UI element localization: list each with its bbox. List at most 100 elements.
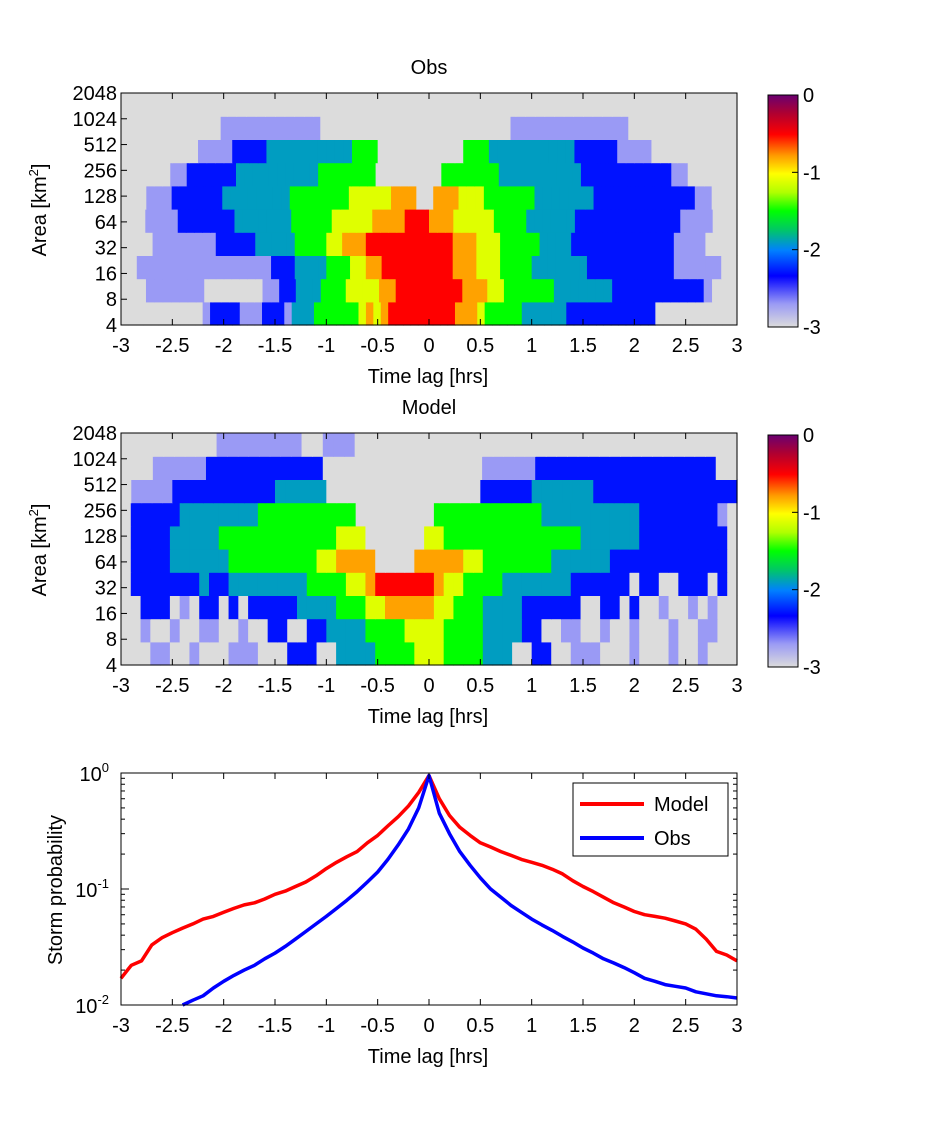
heatmap-cell [554,93,565,117]
heatmap-cell [531,162,541,187]
heatmap-cell [238,618,249,643]
heatmap-cell [658,595,670,620]
heatmap-cell [150,525,161,550]
heatmap-cell [688,209,698,233]
heatmap-cell [329,116,340,140]
heatmap-cell [658,618,670,643]
heatmap-cell [603,479,615,504]
heatmap-cell [129,209,138,233]
heatmap-cell [711,185,721,210]
colorbar-ticks: 0 -1 -2 -3 [792,85,821,339]
heatmap-cell [121,525,132,550]
heatmap-cell [694,433,706,457]
heatmap-cell [121,502,132,527]
heatmap-cell [639,618,650,643]
heatmap-cell [590,525,601,550]
heatmap-cell [506,93,517,117]
heatmap-cells [121,433,738,666]
heatmap-cell [228,572,239,596]
heatmap-cell [195,456,207,480]
heatmap-cell [552,479,564,504]
heatmap-cell [641,433,653,457]
heatmap-cell [580,502,591,527]
heatmap-cell [591,209,600,233]
heatmap-cell [121,595,132,620]
heatmap-cell [570,549,582,573]
heatmap-cell [163,456,175,480]
heatmap-cell [473,595,484,620]
y-axis-label-sup: 2 [26,169,41,176]
heatmap-cell [658,502,670,527]
heatmap-cell [677,185,687,210]
heatmap-cell [323,93,334,117]
heatmap-cell [658,232,667,256]
heatmap-cell [244,479,256,504]
heatmap-cell [239,255,248,280]
heatmap-cell [397,456,409,480]
heatmap-cell [294,93,305,117]
heatmap-cell [567,456,579,480]
heatmap-cell [586,232,596,256]
heatmap-cell [322,456,335,480]
heatmap-cell [345,278,355,303]
heatmap-cell [338,116,349,140]
heatmap-cell [665,255,675,280]
heatmap-cell [424,549,435,573]
heatmap-cell [501,116,512,140]
heatmap-cell [250,209,260,233]
heatmap-cell [297,618,308,643]
heatmap-cell [306,641,318,666]
heatmap-cell [526,185,536,210]
heatmap-cell [678,525,689,550]
heatmap-cell [189,139,199,164]
heatmap-cell [482,502,494,527]
heatmap-cell [315,209,325,233]
heatmap-cell [658,549,670,573]
heatmap-cell [355,595,367,620]
heatmap-cell [228,595,239,620]
heatmap-cell [334,232,343,256]
heatmap-cell [697,255,707,280]
heatmap-cell [150,641,161,666]
heatmap-cell [526,209,535,233]
heatmap-cell [619,549,631,573]
heatmap-cell [646,116,657,140]
heatmap-cell [275,93,286,117]
heatmap-cell [275,479,286,504]
heatmap-cell [424,502,435,527]
y-tick-label: 64 [95,552,117,574]
heatmap-cell [230,185,240,210]
heatmap-cell [293,116,303,140]
heatmap-cell [383,116,394,140]
heatmap-cell [394,641,406,666]
heatmap-cell [551,525,562,550]
heatmap-cell [306,185,316,210]
heatmap-cell [465,116,475,140]
heatmap-cell [673,232,683,256]
heatmap-cell [640,93,651,117]
heatmap-cell [375,549,386,573]
heatmap-cell [306,525,318,550]
heatmap-cell [500,185,510,210]
x-ticks: -3 -2.5 -2 -1.5 -1 -0.5 0 0.5 1 1.5 2 2.5 3 [112,433,743,697]
heatmap-cell [264,479,276,504]
heatmap-cell [454,139,464,164]
heatmap-cell [317,139,327,164]
heatmap-cell [306,301,315,326]
heatmap-cell [416,162,426,187]
heatmap-cell [712,278,721,303]
heatmap-cell [157,116,167,140]
heatmap-cell [717,572,728,596]
heatmap-cell [627,185,637,210]
heatmap-cell [385,595,396,620]
heatmap-cell [551,301,560,326]
heatmap-cell [356,209,365,233]
heatmap-cell [128,255,138,280]
heatmap-cell [639,572,650,596]
heatmap-cell [229,116,240,140]
heatmap-cell [145,278,155,303]
heatmap-cell [348,185,358,210]
heatmap-cell [186,162,196,187]
heatmap-cell [541,525,552,550]
heatmap-cell [703,278,713,303]
